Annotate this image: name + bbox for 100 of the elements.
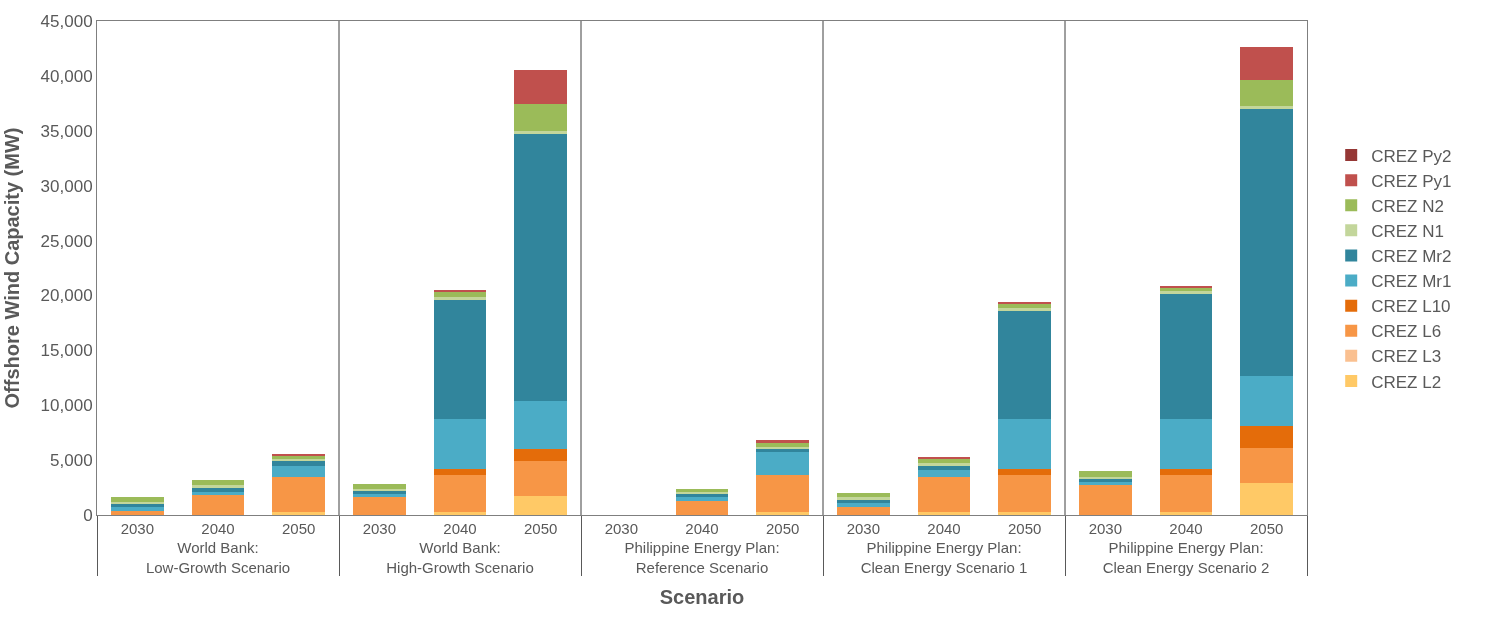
x-tick-label: 2040 xyxy=(201,520,235,537)
bar xyxy=(272,511,325,515)
bar xyxy=(917,459,971,464)
bar xyxy=(917,465,971,470)
bar xyxy=(1240,108,1293,376)
x-tick-label: 2050 xyxy=(1249,520,1284,537)
bar xyxy=(1079,476,1132,479)
bar xyxy=(1159,287,1213,292)
bar xyxy=(514,400,567,450)
bar xyxy=(917,476,971,512)
bar xyxy=(111,497,164,502)
bar xyxy=(1159,475,1213,512)
bar xyxy=(191,485,245,488)
bar xyxy=(837,493,890,498)
bar xyxy=(1159,419,1213,469)
y-tick-label: 20,000 xyxy=(40,286,93,306)
bar xyxy=(1159,285,1213,288)
y-tick-label: 40,000 xyxy=(40,66,93,86)
y-tick-label: 45,000 xyxy=(40,11,93,31)
bar xyxy=(756,442,809,447)
x-tick-label: 2030 xyxy=(846,520,881,537)
bar xyxy=(1240,448,1293,484)
bar xyxy=(1159,291,1213,295)
legend-label: CREZ L3 xyxy=(1371,347,1442,367)
bar xyxy=(111,510,164,515)
legend-label: CREZ L6 xyxy=(1371,322,1442,342)
bar xyxy=(1079,482,1132,486)
bar xyxy=(1240,483,1293,515)
bar xyxy=(433,468,487,476)
bar xyxy=(756,511,809,515)
y-axis-title: Offshore Wind Capacity (MW) xyxy=(1,127,24,409)
bar xyxy=(433,475,487,512)
bar xyxy=(433,511,487,515)
bar xyxy=(433,296,487,300)
bar xyxy=(272,461,325,466)
x-tick-label: 2040 xyxy=(1169,520,1203,537)
bar xyxy=(837,507,890,515)
bar xyxy=(917,456,971,460)
bar xyxy=(353,488,406,491)
y-tick-label: 0 xyxy=(83,505,93,525)
text: Philippine Energy Plan: Reference Scenario xyxy=(624,539,780,576)
x-tick-label: 2030 xyxy=(1088,520,1123,537)
bar xyxy=(1240,80,1293,106)
y-tick-label: 5,000 xyxy=(50,451,93,471)
x-axis-title: Scenario xyxy=(659,586,745,608)
bar xyxy=(353,494,406,498)
text: Philippine Energy Plan: Clean Energy Scenario 1 xyxy=(860,539,1028,576)
bar xyxy=(514,496,567,515)
x-tick-label: 2040 xyxy=(927,520,961,537)
legend-label: CREZ Py1 xyxy=(1371,171,1452,191)
y-tick-label: 15,000 xyxy=(40,341,93,361)
bar xyxy=(191,487,245,492)
bar xyxy=(1159,468,1213,476)
bar xyxy=(998,310,1051,420)
text: World Bank: Low-Growth Scenario xyxy=(145,539,291,576)
text: Philippine Energy Plan: Clean Energy Scenario 2 xyxy=(1102,539,1270,576)
legend-label: CREZ Mr2 xyxy=(1371,247,1452,267)
x-tick-label: 2050 xyxy=(281,520,316,537)
legend-label: CREZ Py2 xyxy=(1371,146,1452,166)
bar xyxy=(1240,375,1293,427)
bar xyxy=(433,292,487,297)
bar xyxy=(998,419,1051,469)
bar xyxy=(1240,426,1293,449)
legend-label: CREZ L2 xyxy=(1371,372,1442,392)
bar xyxy=(756,475,809,512)
bar xyxy=(1079,485,1132,515)
bar xyxy=(1079,471,1132,477)
bar xyxy=(1159,294,1213,420)
bar xyxy=(1240,105,1293,109)
bar xyxy=(433,289,487,293)
legend-label: CREZ L10 xyxy=(1371,297,1451,317)
x-tick-label: 2030 xyxy=(362,520,397,537)
bar xyxy=(191,479,245,486)
y-tick-label: 25,000 xyxy=(40,231,93,251)
bar xyxy=(272,476,325,512)
bar xyxy=(917,463,971,466)
bar xyxy=(756,452,809,476)
bar xyxy=(998,468,1051,476)
bar xyxy=(272,465,325,477)
bar xyxy=(837,502,890,508)
bar xyxy=(917,511,971,515)
x-tick-label: 2050 xyxy=(1007,520,1042,537)
bar xyxy=(272,459,325,462)
bar xyxy=(998,511,1051,515)
x-tick-label: 2030 xyxy=(120,520,155,537)
x-tick-label: 2050 xyxy=(523,520,558,537)
bar xyxy=(514,70,567,105)
x-tick-label: 2050 xyxy=(765,520,800,537)
bar xyxy=(272,455,325,460)
bar xyxy=(998,475,1051,512)
bar xyxy=(514,130,567,135)
y-tick-label: 10,000 xyxy=(40,396,93,416)
bar xyxy=(1159,511,1213,515)
y-tick-label: 35,000 xyxy=(40,121,93,141)
bar xyxy=(433,419,487,469)
bar xyxy=(1240,47,1293,81)
x-tick-label: 2030 xyxy=(604,520,639,537)
text: World Bank: High-Growth Scenario xyxy=(386,539,534,576)
bar xyxy=(1079,478,1132,483)
bar xyxy=(675,500,729,515)
